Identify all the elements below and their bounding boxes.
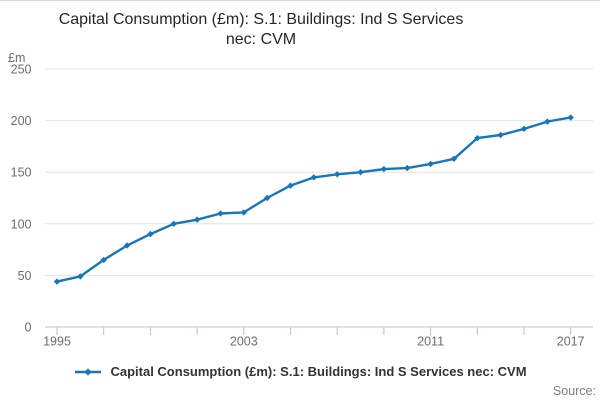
data-point-marker bbox=[123, 242, 131, 249]
data-point-marker bbox=[357, 169, 364, 176]
legend-marker bbox=[84, 367, 93, 376]
data-point-marker bbox=[77, 273, 84, 280]
chart-title-line2: nec: CVM bbox=[225, 31, 297, 48]
y-tick-label: 150 bbox=[11, 166, 32, 180]
legend-label: Capital Consumption (£m): S.1: Buildings… bbox=[110, 364, 527, 379]
data-point-marker bbox=[427, 160, 434, 168]
data-point-marker bbox=[147, 230, 154, 238]
x-tick-label: 2017 bbox=[557, 335, 585, 349]
data-point-marker bbox=[170, 220, 177, 227]
x-tick-label: 2003 bbox=[230, 335, 258, 349]
data-point-marker bbox=[380, 165, 388, 173]
y-tick-label: 200 bbox=[11, 114, 32, 128]
data-point-marker bbox=[263, 194, 271, 202]
source-label: Source: bbox=[552, 384, 596, 398]
y-tick-label: 250 bbox=[11, 63, 32, 77]
data-point-marker bbox=[193, 216, 201, 223]
data-point-marker bbox=[100, 256, 107, 264]
data-point-marker bbox=[217, 210, 224, 217]
data-point-marker bbox=[53, 278, 61, 285]
legend: Capital Consumption (£m): S.1: Buildings… bbox=[0, 364, 600, 379]
data-point-marker bbox=[334, 171, 341, 178]
data-point-marker bbox=[310, 174, 318, 181]
data-point-marker bbox=[544, 118, 551, 125]
x-tick-label: 2011 bbox=[417, 335, 444, 349]
y-tick-label: 100 bbox=[11, 217, 32, 231]
data-point-marker bbox=[450, 155, 458, 162]
data-point-marker bbox=[404, 164, 411, 172]
data-point-marker bbox=[287, 182, 294, 189]
data-series-line bbox=[55, 116, 572, 283]
x-tick-label: 1995 bbox=[43, 335, 71, 349]
data-point-marker bbox=[497, 131, 504, 139]
data-point-marker bbox=[567, 114, 574, 121]
chart-title-line1: Capital Consumption (£m): S.1: Buildings… bbox=[58, 11, 464, 28]
data-point-marker bbox=[520, 125, 528, 133]
data-point-marker bbox=[474, 134, 481, 142]
data-point-marker bbox=[240, 209, 247, 216]
legend-line-marker-icon bbox=[75, 367, 102, 376]
y-tick-label: 0 bbox=[25, 321, 32, 335]
chart-title: Capital Consumption (£m): S.1: Buildings… bbox=[0, 10, 522, 50]
y-axis-unit-label: £m bbox=[8, 51, 26, 65]
y-tick-label: 50 bbox=[18, 269, 32, 283]
